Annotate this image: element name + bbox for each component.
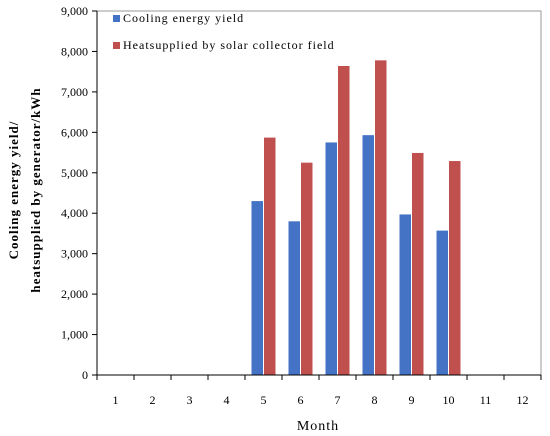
y-tick-label: 2,000 [61, 287, 88, 301]
legend-label: Cooling energy yield [123, 11, 244, 25]
bar [449, 161, 461, 375]
x-tick-label: 3 [187, 393, 193, 407]
legend-label: Heatsupplied by solar collector field [123, 38, 335, 52]
y-tick-label: 7,000 [61, 85, 88, 99]
y-axis-title-line-2: heatsupplied by generator/kWh [28, 87, 43, 292]
bar [436, 230, 448, 375]
legend: Cooling energy yield Heatsupplied by sola… [113, 11, 335, 52]
bar [338, 66, 350, 375]
x-tick-label: 12 [517, 393, 529, 407]
y-tick-label: 1,000 [61, 328, 88, 342]
y-tick-label: 5,000 [61, 166, 88, 180]
bar [399, 214, 411, 375]
y-tick-label: 8,000 [61, 44, 88, 58]
bar [301, 162, 313, 375]
x-tick-label: 6 [298, 393, 304, 407]
x-tick-label: 11 [480, 393, 492, 407]
x-tick-label: 5 [261, 393, 267, 407]
x-tick-label: 7 [335, 393, 341, 407]
y-tick-label: 3,000 [61, 247, 88, 261]
legend-swatch [113, 15, 120, 22]
bar [325, 142, 337, 375]
bar [375, 60, 387, 375]
bar [362, 135, 374, 375]
bar [412, 152, 424, 375]
y-axis-title: Cooling energy yield/ heatsupplied by ge… [6, 87, 43, 292]
x-tick-label: 1 [113, 393, 119, 407]
x-tick-label: 4 [224, 393, 230, 407]
x-tick-label: 8 [372, 393, 378, 407]
plot-area: 0 1,000 2,000 3,000 4,000 5,000 6,000 7,000 8,00… [61, 4, 542, 407]
y-tick-label: 4,000 [61, 206, 88, 220]
bar [264, 137, 276, 375]
bar [288, 221, 300, 375]
bar [251, 201, 263, 375]
y-tick-label: 9,000 [61, 4, 88, 18]
y-tick-label: 0 [82, 368, 88, 382]
x-tick-label: 10 [443, 393, 455, 407]
x-tick-label: 9 [409, 393, 415, 407]
y-axis-title-line-1: Cooling energy yield/ [6, 121, 21, 260]
y-tick-label: 6,000 [61, 125, 88, 139]
legend-swatch [113, 42, 120, 49]
x-axis-title: Month [297, 419, 339, 434]
x-tick-label: 2 [150, 393, 156, 407]
